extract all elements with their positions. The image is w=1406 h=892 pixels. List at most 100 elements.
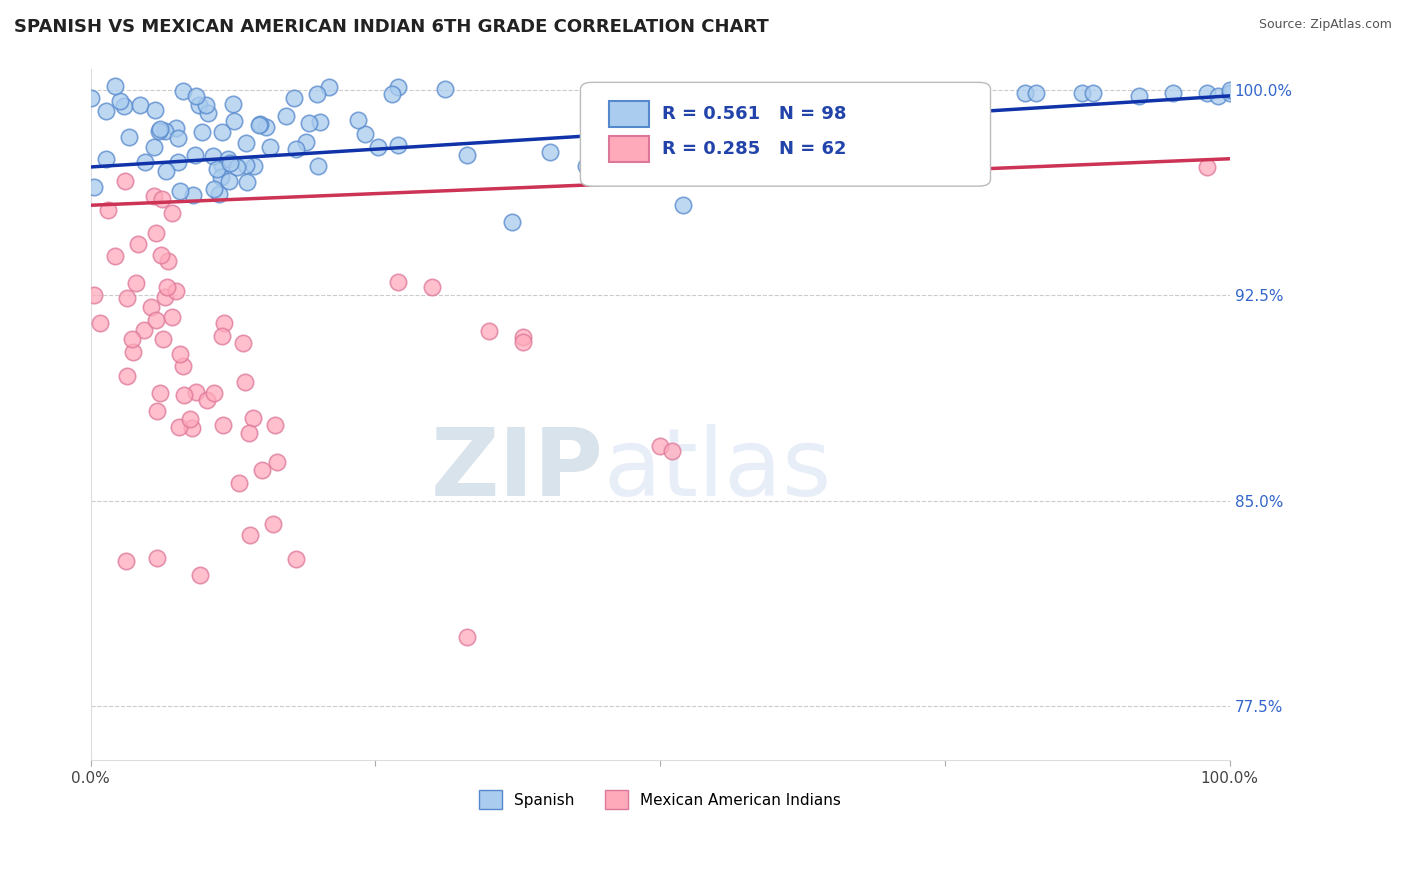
Point — [148, 124, 170, 138]
Point — [307, 160, 329, 174]
Point — [1195, 160, 1218, 174]
Point — [842, 86, 865, 100]
Point — [155, 164, 177, 178]
Point — [104, 79, 127, 94]
FancyBboxPatch shape — [581, 82, 990, 186]
Point — [877, 86, 900, 100]
Point — [309, 115, 332, 129]
Point — [242, 159, 264, 173]
Point — [197, 106, 219, 120]
Point — [162, 310, 184, 325]
Point — [1161, 86, 1184, 100]
Point — [134, 154, 156, 169]
Point — [143, 103, 166, 117]
Point — [80, 91, 103, 105]
Point — [456, 630, 478, 644]
Point — [284, 551, 307, 566]
Point — [149, 385, 172, 400]
Point — [83, 287, 105, 301]
Point — [387, 79, 409, 94]
Point — [256, 120, 278, 134]
Point — [211, 125, 233, 139]
Point — [297, 116, 319, 130]
Point — [262, 517, 284, 532]
Point — [173, 359, 195, 374]
Point — [97, 203, 120, 218]
Point — [187, 97, 209, 112]
Point — [184, 384, 207, 399]
Point — [661, 444, 683, 458]
Point — [94, 103, 117, 118]
Point — [104, 249, 127, 263]
Point — [233, 376, 256, 390]
Point — [579, 115, 602, 129]
Point — [83, 179, 105, 194]
Point — [145, 226, 167, 240]
Point — [235, 158, 257, 172]
Point — [89, 316, 111, 330]
Point — [152, 332, 174, 346]
Point — [740, 86, 762, 100]
Point — [387, 137, 409, 152]
Point — [202, 182, 225, 196]
Point — [167, 419, 190, 434]
Point — [650, 439, 672, 453]
Point — [165, 120, 187, 135]
Point — [184, 147, 207, 161]
Point — [456, 148, 478, 162]
Point — [94, 153, 117, 167]
Point — [207, 187, 229, 202]
Point — [1219, 83, 1241, 97]
Point — [108, 95, 131, 109]
Point — [173, 388, 195, 402]
Point — [190, 568, 212, 582]
Point — [318, 79, 340, 94]
Point — [169, 347, 191, 361]
Point — [900, 86, 922, 100]
Point — [347, 112, 370, 127]
Point — [134, 324, 156, 338]
FancyBboxPatch shape — [609, 101, 648, 128]
Point — [512, 329, 534, 343]
Point — [247, 118, 270, 132]
Point — [283, 91, 305, 105]
Point — [956, 88, 979, 103]
Point — [232, 335, 254, 350]
Point — [276, 109, 298, 123]
Point — [238, 425, 260, 440]
Point — [422, 280, 444, 294]
Point — [127, 237, 149, 252]
Point — [501, 214, 523, 228]
Point — [122, 344, 145, 359]
Point — [129, 98, 152, 112]
Point — [222, 114, 245, 128]
Point — [387, 275, 409, 289]
Point — [160, 206, 183, 220]
Text: ZIP: ZIP — [430, 424, 603, 516]
Point — [211, 329, 233, 343]
Text: SPANISH VS MEXICAN AMERICAN INDIAN 6TH GRADE CORRELATION CHART: SPANISH VS MEXICAN AMERICAN INDIAN 6TH G… — [14, 18, 769, 36]
Text: R = 0.561   N = 98: R = 0.561 N = 98 — [662, 105, 846, 123]
Point — [150, 192, 173, 206]
Point — [195, 392, 218, 407]
Point — [478, 324, 501, 338]
Point — [236, 176, 259, 190]
Point — [172, 84, 194, 98]
Point — [538, 145, 561, 160]
Point — [169, 184, 191, 198]
Point — [115, 553, 138, 567]
Point — [118, 129, 141, 144]
Point — [142, 189, 165, 203]
Point — [180, 420, 202, 434]
Point — [647, 129, 669, 144]
Point — [156, 279, 179, 293]
Point — [157, 253, 180, 268]
Point — [354, 127, 377, 141]
Point — [167, 131, 190, 145]
Point — [153, 290, 176, 304]
Point — [150, 248, 173, 262]
Point — [218, 174, 240, 188]
Point — [235, 136, 257, 150]
Point — [226, 160, 249, 174]
Text: R = 0.285   N = 62: R = 0.285 N = 62 — [662, 140, 846, 158]
